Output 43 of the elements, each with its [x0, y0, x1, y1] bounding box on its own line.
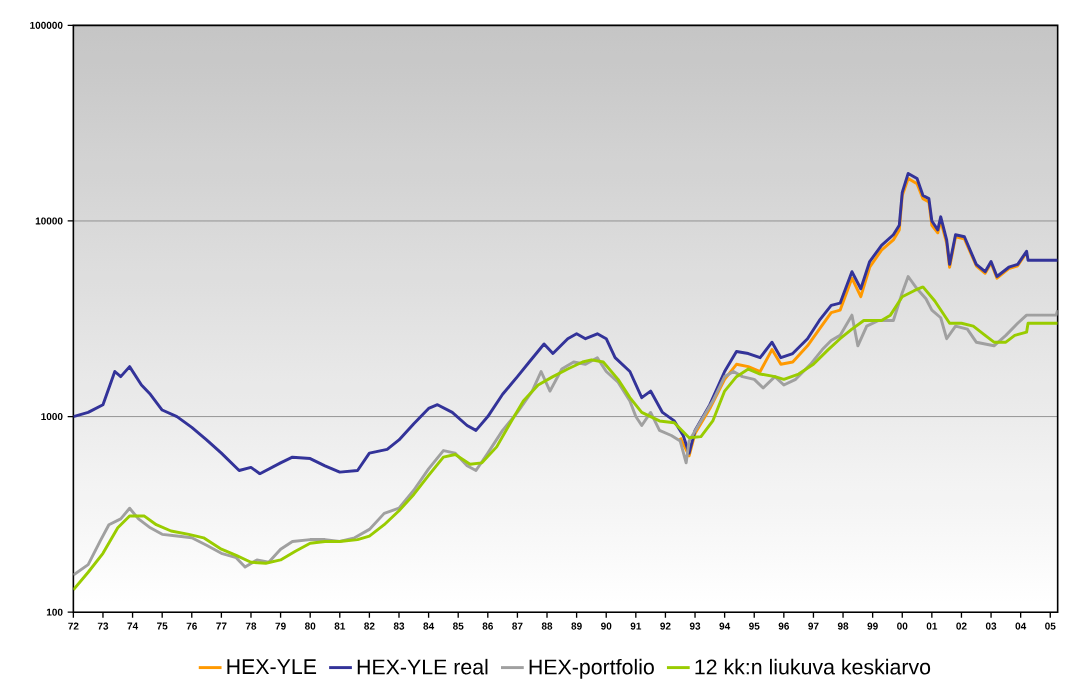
x-tick-label: 87	[512, 622, 523, 630]
x-tick-label: 05	[1045, 622, 1056, 630]
y-tick-label: 1000	[41, 412, 63, 421]
x-tick-label: 02	[956, 622, 967, 630]
x-tick-label: 76	[186, 622, 197, 630]
x-tick-label: 73	[97, 622, 109, 630]
legend-label: 12 kk:n liukuva keskiarvo	[695, 658, 931, 675]
x-tick-label: 92	[660, 622, 671, 630]
x-tick-label: 00	[897, 622, 908, 630]
x-tick-label: 91	[630, 622, 642, 630]
x-tick-label: 88	[541, 622, 553, 630]
x-tick-label: 85	[452, 622, 464, 630]
x-tick-label: 77	[216, 622, 227, 630]
x-tick-label: 96	[778, 622, 790, 630]
x-tick-label: 84	[423, 622, 435, 630]
x-tick-label: 72	[68, 622, 79, 630]
x-tick-label: 89	[571, 622, 582, 630]
x-tick-label: 83	[393, 622, 405, 630]
x-tick-label: 78	[245, 622, 257, 630]
x-tick-label: 79	[275, 622, 286, 630]
x-tick-label: 90	[601, 622, 612, 630]
x-tick-label: 01	[926, 622, 938, 630]
x-tick-label: 82	[364, 622, 375, 630]
x-tick-label: 95	[749, 622, 760, 630]
legend-label: HEX-YLE	[227, 659, 317, 674]
x-tick-label: 86	[482, 622, 494, 630]
legend-label: HEX-portfolio	[529, 658, 654, 679]
legend-label: HEX-YLE real	[357, 658, 488, 675]
y-tick-label: 100000	[30, 21, 63, 29]
x-tick-label: 94	[719, 622, 731, 630]
x-tick-label: 81	[334, 622, 346, 630]
x-tick-label: 80	[304, 622, 316, 630]
line-series	[73, 171, 1058, 476]
x-tick-label: 75	[157, 622, 168, 630]
y-tick-label: 10000	[35, 217, 63, 225]
x-tick-label: 93	[689, 622, 701, 630]
x-tick-label: 99	[867, 622, 878, 630]
y-tick-label: 100	[46, 608, 63, 616]
x-tick-label: 03	[985, 622, 997, 630]
x-tick-label: 74	[127, 622, 139, 630]
x-tick-label: 98	[837, 622, 849, 630]
x-tick-label: 97	[808, 622, 819, 630]
x-tick-label: 04	[1015, 622, 1027, 630]
